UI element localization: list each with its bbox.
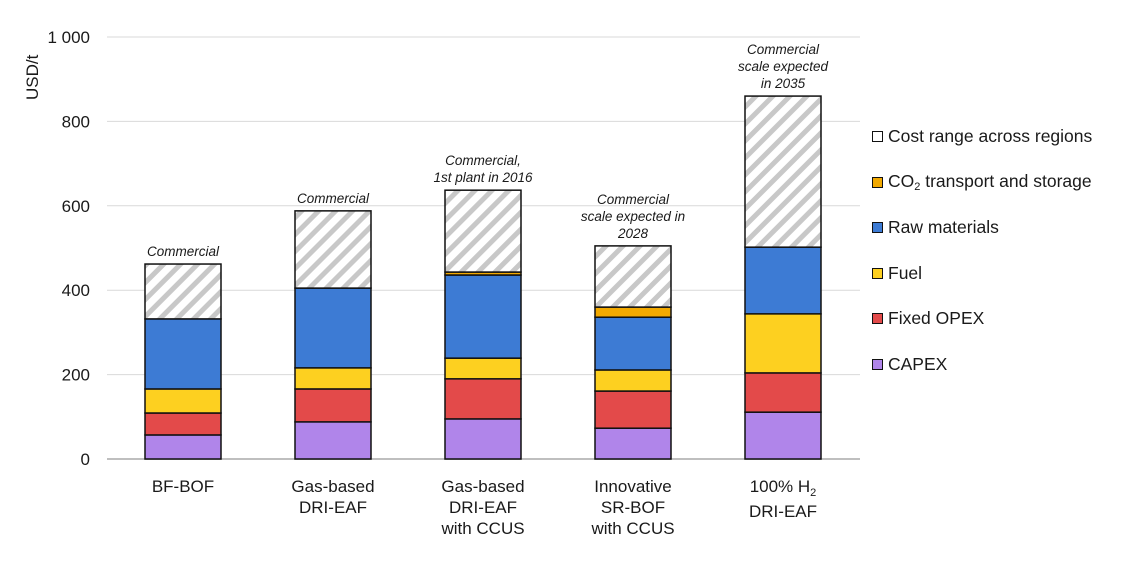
- legend-label: Fixed OPEX: [888, 308, 985, 329]
- bar-stack: [744, 95, 822, 460]
- category-label: Innovative SR-BOF with CCUS: [590, 477, 674, 538]
- bar-stack: [444, 189, 522, 460]
- bar-stack: [294, 210, 372, 460]
- bar-segment-fuel: [744, 313, 822, 374]
- bars: [144, 95, 822, 460]
- legend-label: CAPEX: [888, 353, 948, 374]
- y-tick-label: 800: [62, 112, 90, 131]
- legend-item: Cost range across regions: [872, 114, 1092, 160]
- legend-item: Raw materials: [872, 205, 1092, 251]
- bar-segment-fuel: [294, 367, 372, 390]
- bar-segment-capex: [444, 418, 522, 460]
- category-label: 100% H2 DRI-EAF: [749, 477, 817, 521]
- legend-swatch: [872, 176, 883, 188]
- bar-annotations: Commercial Commercial Commercial, 1st plant…: [147, 42, 829, 259]
- category-label: Gas-based DRI-EAF: [291, 477, 374, 517]
- legend-swatch: [872, 267, 883, 279]
- legend-item: Fuel: [872, 251, 1092, 297]
- bar-segment-raw-materials: [144, 318, 222, 390]
- bar-segment-capex: [744, 411, 822, 460]
- bar-segment-fuel: [144, 388, 222, 414]
- legend-label: Fuel: [888, 262, 923, 283]
- bar-segment-cost-range-across-regions: [594, 245, 672, 308]
- category-label: BF-BOF: [152, 477, 214, 496]
- y-tick-label: 0: [81, 450, 90, 469]
- bar-segment-fuel: [444, 357, 522, 380]
- bar-segment-cost-range-across-regions: [294, 210, 372, 289]
- bar-segment-capex: [294, 421, 372, 460]
- legend-label: Raw materials: [888, 217, 999, 238]
- legend-label: Cost range across regions: [888, 126, 1093, 147]
- legend: Cost range across regions CO2 transport a…: [872, 114, 1092, 387]
- legend-swatch: [872, 358, 883, 370]
- bar-annotation: Commercial scale expected in 2035: [738, 42, 829, 91]
- bar-segment-fuel: [594, 369, 672, 392]
- y-tick-label: 200: [62, 366, 90, 385]
- legend-swatch: [872, 222, 883, 234]
- y-axis-ticks: 0 200 400 600 800 1 000: [47, 28, 90, 469]
- bar-segment-co2-transport-and-storage: [594, 306, 672, 318]
- legend-swatch: [872, 131, 883, 143]
- bar-segment-capex: [144, 434, 222, 460]
- legend-item: CAPEX: [872, 342, 1092, 388]
- bar-stack: [594, 245, 672, 460]
- bar-segment-cost-range-across-regions: [444, 189, 522, 273]
- bar-segment-cost-range-across-regions: [744, 95, 822, 248]
- bar-stack: [144, 263, 222, 460]
- legend-swatch: [872, 313, 883, 325]
- bar-segment-raw-materials: [444, 274, 522, 359]
- bar-segment-capex: [594, 427, 672, 460]
- bar-segment-raw-materials: [294, 287, 372, 369]
- bar-annotation: Commercial scale expected in 2028: [581, 192, 685, 241]
- legend-label: CO2 transport and storage: [888, 171, 1092, 194]
- bar-segment-fixed-opex: [444, 378, 522, 420]
- bar-annotation: Commercial: [297, 191, 370, 206]
- category-label: Gas-based DRI-EAF with CCUS: [440, 477, 524, 538]
- legend-item: CO2 transport and storage: [872, 160, 1092, 206]
- y-tick-label: 1 000: [47, 28, 90, 47]
- bar-segment-fixed-opex: [294, 388, 372, 423]
- y-tick-label: 400: [62, 281, 90, 300]
- bar-segment-fixed-opex: [744, 372, 822, 413]
- legend-item: Fixed OPEX: [872, 296, 1092, 342]
- category-labels: BF-BOF Gas-based DRI-EAF Gas-based DRI-EAF wi…: [152, 477, 817, 538]
- y-tick-label: 600: [62, 197, 90, 216]
- bar-segment-raw-materials: [744, 246, 822, 315]
- bar-annotation: Commercial: [147, 244, 220, 259]
- bar-annotation: Commercial, 1st plant in 2016: [433, 153, 533, 185]
- bar-segment-raw-materials: [594, 316, 672, 371]
- y-axis-label: USD/t: [23, 54, 42, 100]
- bar-segment-fixed-opex: [144, 412, 222, 436]
- bar-segment-fixed-opex: [594, 390, 672, 429]
- bar-segment-cost-range-across-regions: [144, 263, 222, 320]
